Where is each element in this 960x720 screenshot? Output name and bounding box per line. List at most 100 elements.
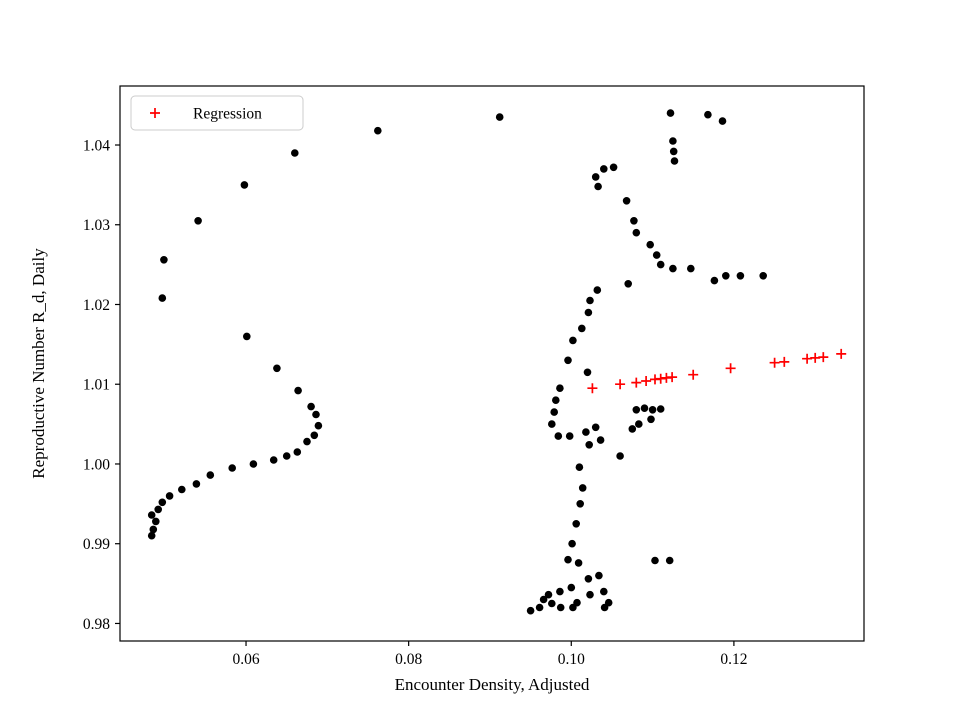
regression-point <box>631 377 642 388</box>
scatter-point <box>206 471 215 479</box>
scatter-point <box>669 147 678 156</box>
y-axis: 0.98 0.99 1.00 1.01 1.02 1.03 1.04 <box>83 137 120 633</box>
scatter-point <box>669 264 677 273</box>
scatter-point <box>293 448 302 456</box>
scatter-point <box>569 336 577 345</box>
scatter-point <box>556 587 564 596</box>
scatter-point <box>583 368 592 377</box>
scatter-point <box>595 571 603 580</box>
scatter-point <box>736 272 745 280</box>
scatter-point <box>194 217 202 225</box>
scatter-point <box>152 517 160 526</box>
regression-point <box>667 372 678 383</box>
scatter-point <box>624 280 632 288</box>
y-tick-label: 0.99 <box>83 536 110 553</box>
scatter-point <box>548 420 556 428</box>
regression-point <box>836 348 847 359</box>
scatter-point <box>149 525 158 534</box>
scatter-point <box>591 423 600 432</box>
legend-label: Regression <box>193 105 262 122</box>
scatter-point <box>574 559 583 567</box>
scatter-point <box>593 286 602 294</box>
scatter-point <box>147 511 156 519</box>
scatter-point <box>572 520 580 528</box>
y-axis-label: Reproductive Number R_d, Daily <box>29 248 48 479</box>
x-tick-label: 0.12 <box>720 651 747 668</box>
scatter-point <box>722 272 730 280</box>
scatter-points <box>147 109 767 615</box>
scatter-point <box>228 464 236 472</box>
scatter-point <box>556 384 564 393</box>
y-tick-label: 1.03 <box>83 217 110 234</box>
scatter-point <box>704 110 712 119</box>
x-tick-label: 0.06 <box>232 651 259 668</box>
regression-point <box>587 383 598 394</box>
regression-point <box>725 363 736 374</box>
scatter-point <box>575 463 584 472</box>
scatter-point <box>160 255 168 264</box>
scatter-point <box>567 583 576 592</box>
scatter-point <box>548 599 556 608</box>
scatter-point <box>578 324 586 333</box>
y-tick-label: 1.01 <box>83 377 110 394</box>
scatter-point <box>310 431 319 440</box>
scatter-point <box>526 606 535 615</box>
scatter-point <box>647 415 655 424</box>
scatter-point <box>651 556 659 565</box>
scatter-point <box>539 595 548 604</box>
scatter-point <box>616 452 624 460</box>
y-tick-label: 1.00 <box>83 456 110 473</box>
scatter-point <box>600 165 608 173</box>
scatter-point <box>552 396 560 405</box>
scatter-point <box>628 425 637 433</box>
x-tick-label: 0.08 <box>395 651 422 668</box>
scatter-point <box>165 492 174 500</box>
scatter-point <box>565 432 574 440</box>
y-tick-label: 0.98 <box>83 616 110 633</box>
scatter-point <box>158 498 167 507</box>
scatter-point <box>307 402 315 411</box>
scatter-point <box>759 272 767 280</box>
scatter-point <box>586 296 594 305</box>
scatter-point <box>374 126 382 135</box>
x-tick-label: 0.10 <box>558 651 585 668</box>
scatter-point <box>178 485 186 494</box>
scatter-point <box>591 173 600 181</box>
scatter-point <box>240 181 249 189</box>
regression-point <box>818 352 829 363</box>
legend: Regression <box>130 95 304 131</box>
scatter-point <box>609 163 618 172</box>
scatter-point <box>147 531 156 540</box>
scatter-point <box>600 587 608 596</box>
scatter-point <box>303 437 311 446</box>
scatter-point <box>314 421 323 430</box>
scatter-point <box>635 420 643 428</box>
scatter-point <box>564 555 572 564</box>
scatter-point <box>622 197 631 205</box>
scatter-point <box>687 264 695 273</box>
scatter-point <box>576 500 584 508</box>
scatter-point <box>656 260 665 269</box>
scatter-point <box>632 228 641 237</box>
scatter-point <box>192 480 201 488</box>
scatter-point <box>294 386 302 395</box>
scatter-point <box>710 276 719 285</box>
scatter-point <box>630 217 638 225</box>
x-axis: 0.06 0.08 0.10 0.12 <box>232 641 747 668</box>
regression-point <box>641 376 652 386</box>
scatter-point <box>584 575 593 583</box>
scatter-point <box>495 113 504 121</box>
scatter-point <box>600 603 609 612</box>
scatter-point <box>550 408 558 416</box>
scatter-point <box>666 109 675 117</box>
scatter-point <box>586 590 594 599</box>
regression-points <box>587 348 847 394</box>
scatter-point <box>632 406 641 414</box>
regression-point <box>688 369 699 380</box>
y-tick-label: 1.04 <box>83 137 110 154</box>
scatter-point <box>282 452 291 460</box>
scatter-point <box>665 556 674 565</box>
scatter-point <box>594 182 602 191</box>
